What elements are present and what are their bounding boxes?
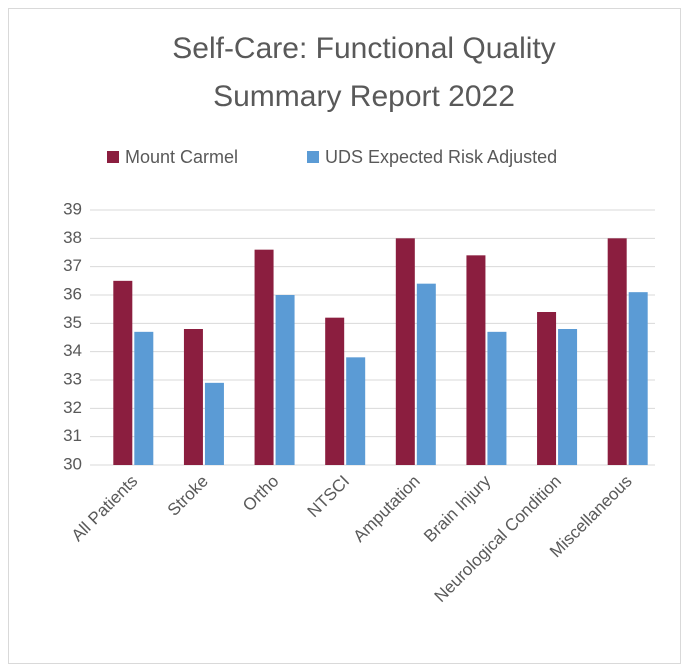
bar	[558, 329, 578, 465]
bar	[183, 329, 203, 465]
y-tick-label: 38	[63, 228, 82, 247]
y-tick-label: 34	[63, 341, 82, 360]
bar	[275, 295, 295, 465]
bar	[416, 283, 436, 465]
chart-title: Summary Report 2022	[213, 80, 515, 113]
y-tick-label: 33	[63, 369, 82, 388]
y-tick-label: 37	[63, 256, 82, 275]
legend-swatch	[307, 151, 319, 163]
legend-label: Mount Carmel	[125, 147, 238, 167]
chart-title: Self-Care: Functional Quality	[172, 32, 556, 65]
bar	[537, 312, 557, 465]
y-tick-label: 32	[63, 398, 82, 417]
bar	[607, 238, 627, 465]
bar	[134, 331, 154, 465]
bar	[204, 382, 224, 465]
y-tick-label: 39	[63, 199, 82, 218]
legend-label: UDS Expected Risk Adjusted	[325, 147, 557, 167]
y-tick-label: 36	[63, 284, 82, 303]
y-tick-label: 35	[63, 313, 82, 332]
y-tick-label: 30	[63, 454, 82, 473]
bar	[346, 357, 366, 465]
bar	[487, 331, 507, 465]
bar	[395, 238, 415, 465]
legend-swatch	[107, 151, 119, 163]
bar	[113, 280, 133, 465]
y-tick-label: 31	[63, 426, 82, 445]
bar	[466, 255, 486, 465]
bar	[628, 292, 648, 465]
bar	[254, 249, 274, 465]
bar	[325, 317, 345, 465]
